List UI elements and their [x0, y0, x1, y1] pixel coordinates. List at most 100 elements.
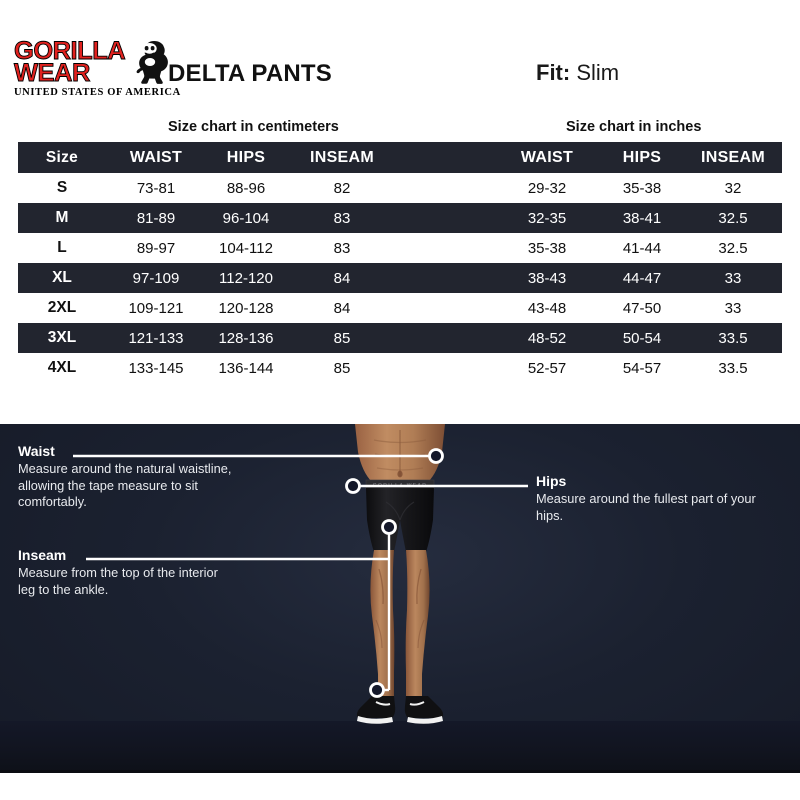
- table-row: XL 97-109 112-120 84 38-43 44-47 33: [18, 263, 782, 293]
- page-header: GORILLA WEAR UNITED STATES OF AMERICA DE…: [0, 0, 800, 135]
- annotation-hips-description: Measure around the fullest part of your …: [536, 491, 756, 523]
- cell-in-waist: 35-38: [527, 239, 567, 257]
- page-title: DELTA PANTS: [168, 60, 332, 87]
- annotation-inseam-title: Inseam: [18, 547, 67, 563]
- model-figure: GORILLA WEAR: [355, 424, 445, 724]
- subhead-centimeters: Size chart in centimeters: [168, 119, 339, 135]
- fit-info: Fit: Slim: [536, 60, 619, 86]
- cell-in-waist: 29-32: [527, 179, 567, 197]
- fit-value: Slim: [576, 60, 620, 85]
- cell-gap: [398, 233, 494, 263]
- column-header-size: Size: [45, 148, 79, 166]
- cell-in-waist: 38-43: [527, 269, 567, 287]
- cell-size: M: [55, 209, 69, 226]
- cell-size: 2XL: [47, 299, 77, 316]
- annotation-hips: Hips Measure around the fullest part of …: [536, 473, 782, 524]
- cell-cm-waist: 73-81: [136, 179, 176, 197]
- table-header-row: Size WAIST HIPS INSEAM WAIST HIPS INSEAM: [18, 142, 782, 173]
- cell-cm-inseam: 84: [333, 269, 351, 287]
- cell-in-hips: 41-44: [622, 239, 662, 257]
- cell-size: S: [56, 179, 68, 196]
- column-header-in-inseam: INSEAM: [700, 148, 766, 166]
- annotation-inseam-description: Measure from the top of the interior leg…: [18, 565, 218, 597]
- cell-in-hips: 38-41: [622, 209, 662, 227]
- cell-in-waist: 43-48: [527, 299, 567, 317]
- cell-size: 4XL: [47, 359, 77, 376]
- cell-cm-inseam: 85: [333, 359, 351, 377]
- cell-cm-inseam: 83: [333, 239, 351, 257]
- column-header-cm-hips: HIPS: [226, 148, 266, 166]
- cell-size: XL: [52, 269, 72, 286]
- cell-in-waist: 32-35: [527, 209, 567, 227]
- cell-cm-hips: 120-128: [218, 299, 274, 317]
- annotation-waist: Waist Measure around the natural waistli…: [18, 443, 233, 511]
- cell-cm-hips: 96-104: [222, 209, 270, 227]
- gorilla-icon: [136, 41, 168, 84]
- cell-in-hips: 44-47: [622, 269, 662, 287]
- cell-in-inseam: 33: [724, 299, 742, 317]
- cell-in-waist: 48-52: [527, 329, 567, 347]
- subhead-inches: Size chart in inches: [566, 119, 702, 135]
- cell-in-hips: 35-38: [622, 179, 662, 197]
- cell-cm-inseam: 82: [333, 179, 351, 197]
- annotation-waist-title: Waist: [18, 443, 55, 459]
- cell-cm-inseam: 85: [333, 329, 351, 347]
- cell-cm-waist: 89-97: [136, 239, 176, 257]
- column-header-cm-waist: WAIST: [129, 148, 183, 166]
- brand-wordmark: GORILLA WEAR: [14, 37, 132, 87]
- cell-cm-hips: 128-136: [218, 329, 274, 347]
- table-row: S 73-81 88-96 82 29-32 35-38 32: [18, 173, 782, 203]
- table-row: M 81-89 96-104 83 32-35 38-41 32.5: [18, 203, 782, 233]
- page-footer-strip: [0, 773, 800, 800]
- cell-size: 3XL: [47, 329, 77, 346]
- panel-floor: [0, 721, 800, 773]
- brand-logo: GORILLA WEAR UNITED STATES OF AMERICA: [14, 37, 181, 110]
- cell-cm-waist: 133-145: [128, 359, 184, 377]
- cell-cm-inseam: 84: [333, 299, 351, 317]
- cell-gap: [398, 263, 494, 293]
- cell-in-hips: 50-54: [622, 329, 662, 347]
- cell-gap: [398, 203, 494, 233]
- cell-in-hips: 54-57: [622, 359, 662, 377]
- cell-in-inseam: 33.5: [718, 359, 748, 377]
- panel-bottom-rule: [0, 770, 800, 773]
- table-row: L 89-97 104-112 83 35-38 41-44 32.5: [18, 233, 782, 263]
- fit-label: Fit:: [536, 60, 571, 85]
- brand-name-line1: GORILLA: [14, 37, 127, 65]
- annotation-hips-title: Hips: [536, 473, 567, 489]
- cell-in-inseam: 33.5: [718, 329, 748, 347]
- cell-in-inseam: 33: [724, 269, 742, 287]
- cell-gap: [398, 173, 494, 203]
- cell-gap: [398, 353, 494, 383]
- cell-cm-waist: 81-89: [136, 209, 176, 227]
- cell-cm-waist: 109-121: [128, 299, 184, 317]
- table-header: Size WAIST HIPS INSEAM WAIST HIPS INSEAM: [18, 142, 782, 173]
- table-row: 3XL 121-133 128-136 85 48-52 50-54 33.5: [18, 323, 782, 353]
- cell-gap: [398, 323, 494, 353]
- cell-size: L: [57, 239, 67, 256]
- table-body: S 73-81 88-96 82 29-32 35-38 32 M 81-89 96-104 83 3…: [18, 173, 782, 383]
- column-header-spacer: [398, 142, 494, 173]
- annotation-inseam: Inseam Measure from the top of the inter…: [18, 547, 233, 598]
- cell-cm-waist: 121-133: [128, 329, 184, 347]
- brand-name-line2: WEAR: [14, 59, 91, 87]
- cell-in-inseam: 32.5: [718, 209, 748, 227]
- measurement-illustration-panel: GORILLA WEAR: [0, 424, 800, 773]
- cell-in-inseam: 32.5: [718, 239, 748, 257]
- cell-cm-hips: 136-144: [218, 359, 274, 377]
- annotation-waist-description: Measure around the natural waistline, al…: [18, 461, 232, 509]
- column-header-in-hips: HIPS: [622, 148, 662, 166]
- brand-tagline: UNITED STATES OF AMERICA: [14, 87, 181, 98]
- column-header-cm-inseam: INSEAM: [309, 148, 375, 166]
- cell-cm-hips: 104-112: [219, 239, 273, 257]
- column-header-in-waist: WAIST: [520, 148, 574, 166]
- cell-in-hips: 47-50: [622, 299, 662, 317]
- cell-cm-hips: 112-120: [219, 269, 273, 287]
- table-row: 2XL 109-121 120-128 84 43-48 47-50 33: [18, 293, 782, 323]
- cell-in-inseam: 32: [724, 179, 742, 197]
- size-chart-table: Size WAIST HIPS INSEAM WAIST HIPS INSEAM…: [18, 142, 782, 383]
- table-row: 4XL 133-145 136-144 85 52-57 54-57 33.5: [18, 353, 782, 383]
- cell-cm-waist: 97-109: [132, 269, 180, 287]
- cell-gap: [398, 293, 494, 323]
